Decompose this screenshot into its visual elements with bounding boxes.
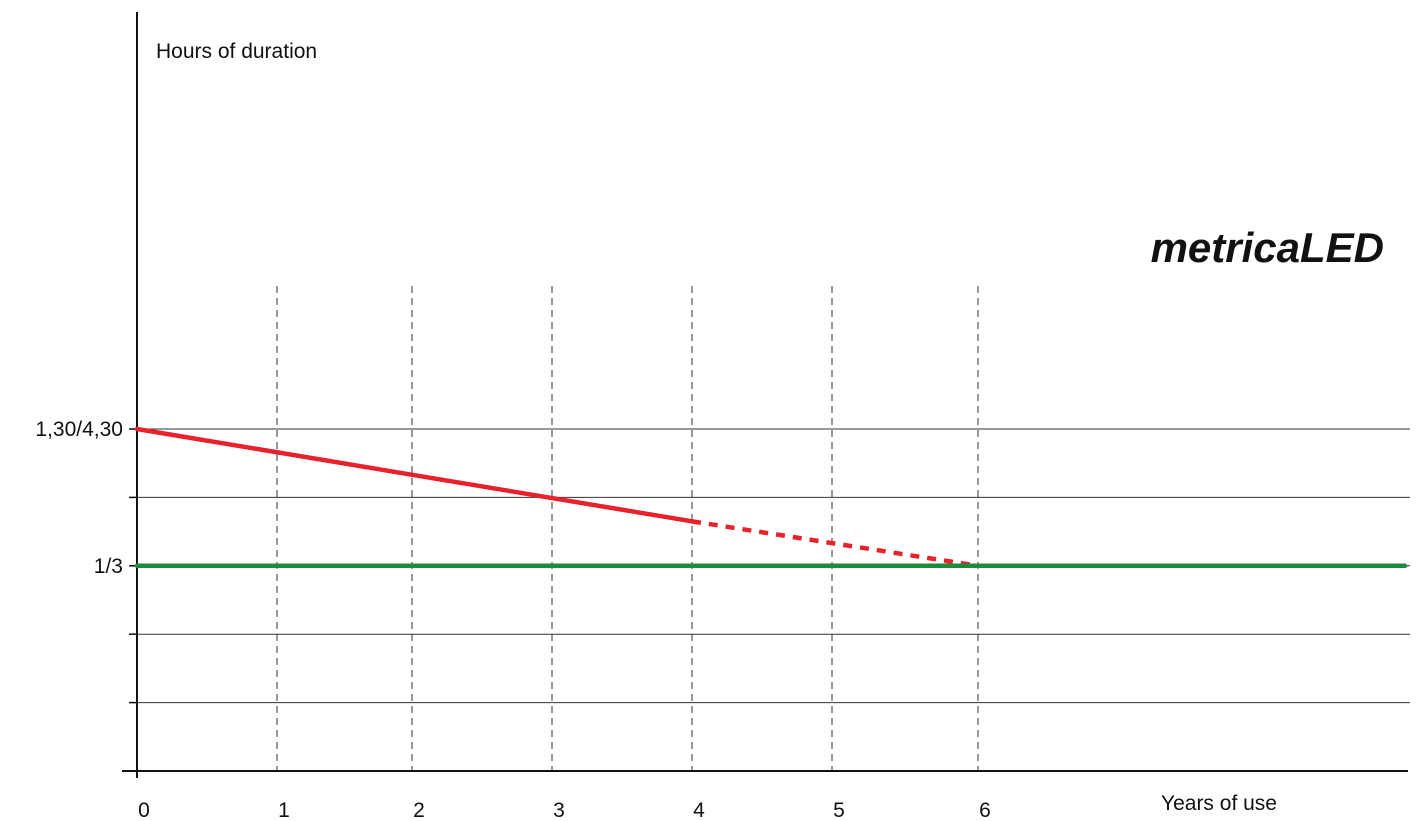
x-tick-label: 2 <box>413 799 425 821</box>
series-layer <box>134 426 1408 569</box>
x-tick-label: 1 <box>278 799 290 821</box>
x-tick-label: 5 <box>833 799 845 821</box>
x-tick-label: 0 <box>138 799 150 821</box>
x-tick-labels: 0 1 2 3 4 5 6 <box>138 799 991 821</box>
x-tick-label: 6 <box>979 799 991 821</box>
y-tick-label: 1/3 <box>94 555 123 578</box>
series-projection-1 <box>691 519 979 569</box>
vertical-gridlines <box>276 286 979 771</box>
y-tick-label: 1,30/4,30 <box>35 418 123 441</box>
x-tick-label: 4 <box>693 799 705 821</box>
x-tick-label: 3 <box>553 799 565 821</box>
axes <box>122 12 1408 778</box>
y-axis-title: Hours of duration <box>156 40 317 63</box>
y-tick-labels: 1,30/4,30 1/3 <box>35 418 123 578</box>
series-line-1 <box>134 426 695 524</box>
brand-logo: metricaLED <box>1151 224 1384 271</box>
x-axis-title: Years of use <box>1161 792 1277 815</box>
